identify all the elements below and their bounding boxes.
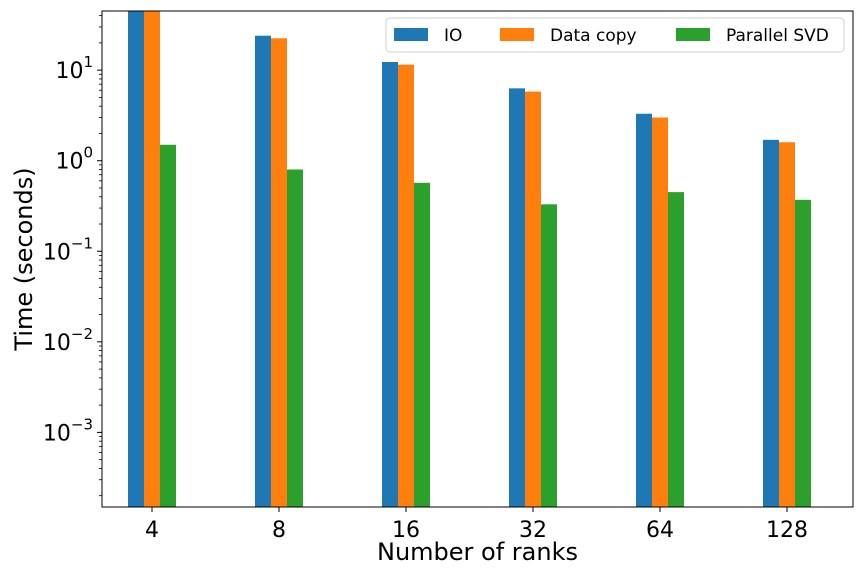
- y-tick-label-base: 10: [55, 150, 83, 175]
- legend-label-parallel-svd: Parallel SVD: [726, 26, 829, 46]
- x-tick-label: 128: [766, 518, 808, 543]
- x-tick-label: 4: [145, 518, 159, 543]
- bar-parallel-svd-32: [541, 204, 557, 507]
- y-tick-label: 101: [55, 53, 93, 84]
- y-axis-title: Time (seconds): [10, 167, 38, 351]
- legend-swatch-data-copy: [500, 28, 534, 41]
- x-tick-label: 8: [272, 518, 286, 543]
- legend-swatch-io: [394, 28, 428, 41]
- y-tick-label-base: 10: [43, 240, 71, 265]
- y-tick-label-exponent: 0: [83, 144, 93, 162]
- y-tick-label-base: 10: [55, 59, 83, 84]
- bar-parallel-svd-64: [668, 192, 684, 507]
- bar-parallel-svd-4: [160, 144, 176, 507]
- bar-io-32: [509, 88, 525, 507]
- bar-parallel-svd-8: [287, 169, 303, 507]
- bar-parallel-svd-128: [795, 199, 811, 507]
- legend-swatch-parallel-svd: [676, 28, 710, 41]
- y-tick-label: 10−1: [43, 234, 93, 265]
- bar-io-4: [128, 11, 144, 507]
- bar-io-16: [382, 62, 398, 507]
- y-tick-label-exponent: −1: [71, 234, 93, 252]
- y-tick-label-exponent: −2: [71, 325, 93, 343]
- bar-data-copy-128: [779, 142, 795, 507]
- bar-data-copy-16: [398, 64, 414, 507]
- bar-io-8: [255, 35, 271, 507]
- bar-data-copy-8: [271, 38, 287, 507]
- x-tick-label: 32: [519, 518, 547, 543]
- y-tick-label: 100: [55, 144, 93, 175]
- bar-data-copy-64: [652, 117, 668, 507]
- x-tick-label: 64: [646, 518, 674, 543]
- legend: IO Data copy Parallel SVD: [385, 17, 845, 53]
- legend-box: [385, 17, 845, 53]
- legend-label-data-copy: Data copy: [550, 26, 637, 46]
- bar-io-128: [763, 139, 779, 507]
- bar-data-copy-32: [525, 91, 541, 507]
- x-tick-label: 16: [392, 518, 420, 543]
- y-tick-label: 10−3: [43, 415, 93, 446]
- x-axis-title: Number of ranks: [377, 538, 578, 566]
- y-tick-label-base: 10: [43, 421, 71, 446]
- bar-io-64: [636, 113, 652, 507]
- y-tick-label-exponent: −3: [71, 415, 93, 433]
- y-tick-label-base: 10: [43, 331, 71, 356]
- y-tick-label: 10−2: [43, 325, 93, 356]
- bar-data-copy-4: [144, 11, 160, 507]
- bars-layer: [128, 11, 811, 507]
- legend-label-io: IO: [444, 26, 462, 46]
- plot-frame: [101, 10, 854, 508]
- y-tick-label-exponent: 1: [83, 53, 93, 71]
- bar-parallel-svd-16: [414, 182, 430, 507]
